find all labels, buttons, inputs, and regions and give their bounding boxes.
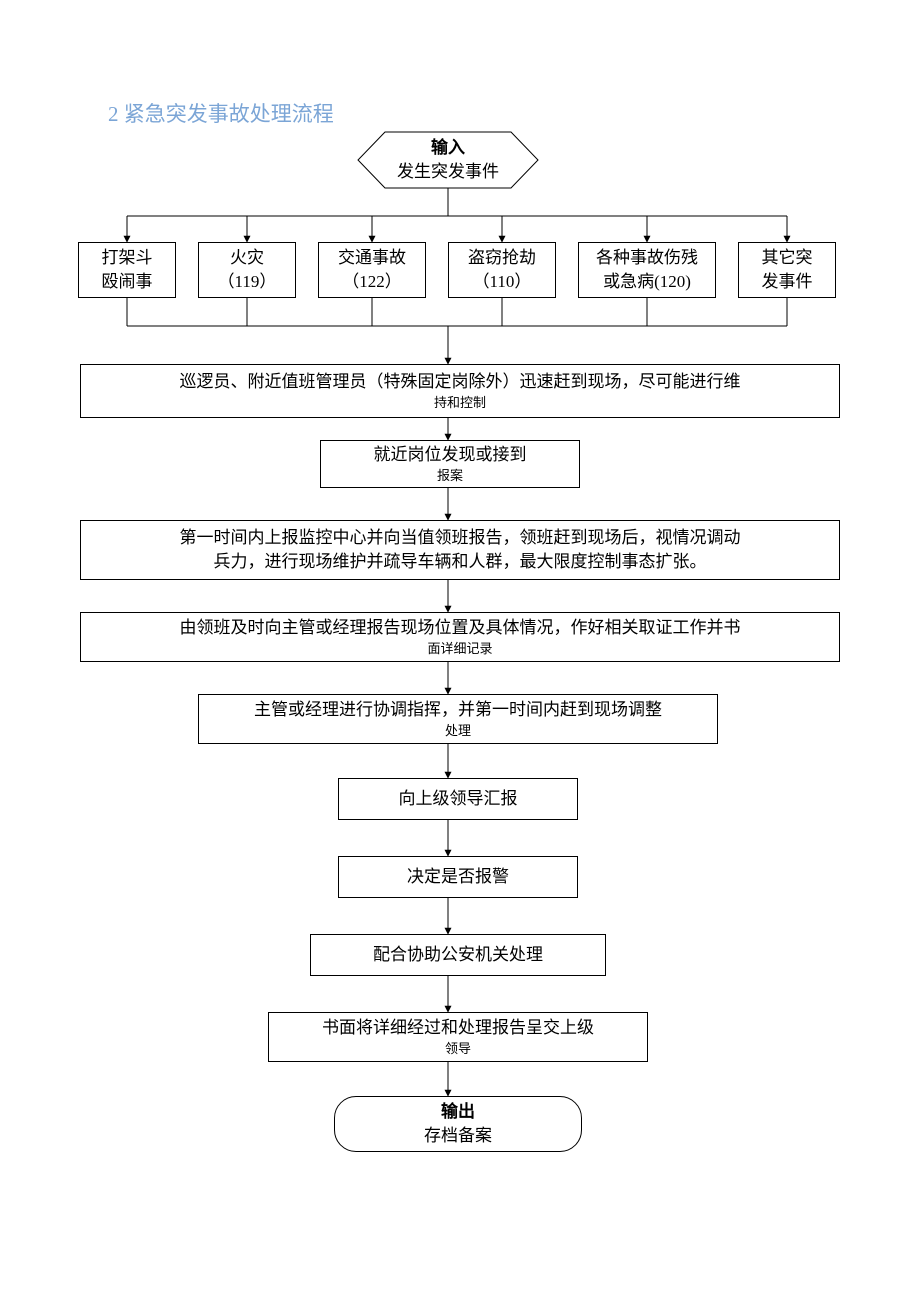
node-step1-line0: 巡逻员、附近值班管理员（特殊固定岗除外）迅速赶到现场，尽可能进行维 bbox=[180, 370, 741, 394]
node-cat3-line0: 交通事故 bbox=[338, 246, 406, 270]
node-output-line0: 输出 bbox=[424, 1100, 492, 1124]
node-cat6-line1: 发事件 bbox=[762, 270, 813, 294]
node-cat1: 打架斗殴闹事 bbox=[78, 242, 176, 298]
node-cat3: 交通事故（122） bbox=[318, 242, 426, 298]
node-step3-line1: 兵力，进行现场维护并疏导车辆和人群，最大限度控制事态扩张。 bbox=[180, 550, 741, 574]
node-cat5-line0: 各种事故伤残 bbox=[596, 246, 698, 270]
node-step5-line0: 主管或经理进行协调指挥，并第一时间内赶到现场调整 bbox=[254, 698, 662, 722]
node-cat4-line0: 盗窃抢劫 bbox=[468, 246, 536, 270]
node-step3: 第一时间内上报监控中心并向当值领班报告，领班赶到现场后，视情况调动兵力，进行现场… bbox=[80, 520, 840, 580]
flowchart-page: 2 紧急突发事故处理流程 输入发生突发事件打架斗殴闹事火灾（119）交通事故（1… bbox=[0, 0, 920, 1302]
node-output-line1: 存档备案 bbox=[424, 1124, 492, 1148]
node-step9-line1: 领导 bbox=[322, 1040, 594, 1058]
node-step7: 决定是否报警 bbox=[338, 856, 578, 898]
node-step4-line0: 由领班及时向主管或经理报告现场位置及具体情况，作好相关取证工作并书 bbox=[180, 616, 741, 640]
node-step4: 由领班及时向主管或经理报告现场位置及具体情况，作好相关取证工作并书面详细记录 bbox=[80, 612, 840, 662]
node-step4-line1: 面详细记录 bbox=[180, 640, 741, 658]
node-cat2-line1: （119） bbox=[218, 270, 277, 294]
page-title: 2 紧急突发事故处理流程 bbox=[108, 98, 334, 128]
node-input-line0: 输入 bbox=[397, 136, 499, 160]
node-step8: 配合协助公安机关处理 bbox=[310, 934, 606, 976]
node-step6: 向上级领导汇报 bbox=[338, 778, 578, 820]
node-cat6: 其它突发事件 bbox=[738, 242, 836, 298]
node-cat3-line1: （122） bbox=[338, 270, 406, 294]
node-step9-line0: 书面将详细经过和处理报告呈交上级 bbox=[322, 1016, 594, 1040]
node-step9: 书面将详细经过和处理报告呈交上级领导 bbox=[268, 1012, 648, 1062]
node-cat5: 各种事故伤残或急病(120) bbox=[578, 242, 716, 298]
node-cat2-line0: 火灾 bbox=[218, 246, 277, 270]
node-step2: 就近岗位发现或接到报案 bbox=[320, 440, 580, 488]
node-step3-line0: 第一时间内上报监控中心并向当值领班报告，领班赶到现场后，视情况调动 bbox=[180, 526, 741, 550]
node-input: 输入发生突发事件 bbox=[358, 132, 538, 188]
node-cat4: 盗窃抢劫（110） bbox=[448, 242, 556, 298]
node-step2-line1: 报案 bbox=[374, 467, 527, 485]
node-step8-line0: 配合协助公安机关处理 bbox=[373, 943, 543, 967]
node-step6-line0: 向上级领导汇报 bbox=[399, 787, 518, 811]
node-step7-line0: 决定是否报警 bbox=[407, 865, 509, 889]
node-step5-line1: 处理 bbox=[254, 722, 662, 740]
node-step1: 巡逻员、附近值班管理员（特殊固定岗除外）迅速赶到现场，尽可能进行维持和控制 bbox=[80, 364, 840, 418]
node-cat4-line1: （110） bbox=[468, 270, 536, 294]
node-step5: 主管或经理进行协调指挥，并第一时间内赶到现场调整处理 bbox=[198, 694, 718, 744]
node-cat1-line0: 打架斗 bbox=[102, 246, 153, 270]
node-cat1-line1: 殴闹事 bbox=[102, 270, 153, 294]
node-output: 输出存档备案 bbox=[334, 1096, 582, 1152]
node-input-line1: 发生突发事件 bbox=[397, 160, 499, 184]
node-cat2: 火灾（119） bbox=[198, 242, 296, 298]
node-cat6-line0: 其它突 bbox=[762, 246, 813, 270]
node-step1-line1: 持和控制 bbox=[180, 394, 741, 412]
node-cat5-line1: 或急病(120) bbox=[596, 270, 698, 294]
node-step2-line0: 就近岗位发现或接到 bbox=[374, 443, 527, 467]
